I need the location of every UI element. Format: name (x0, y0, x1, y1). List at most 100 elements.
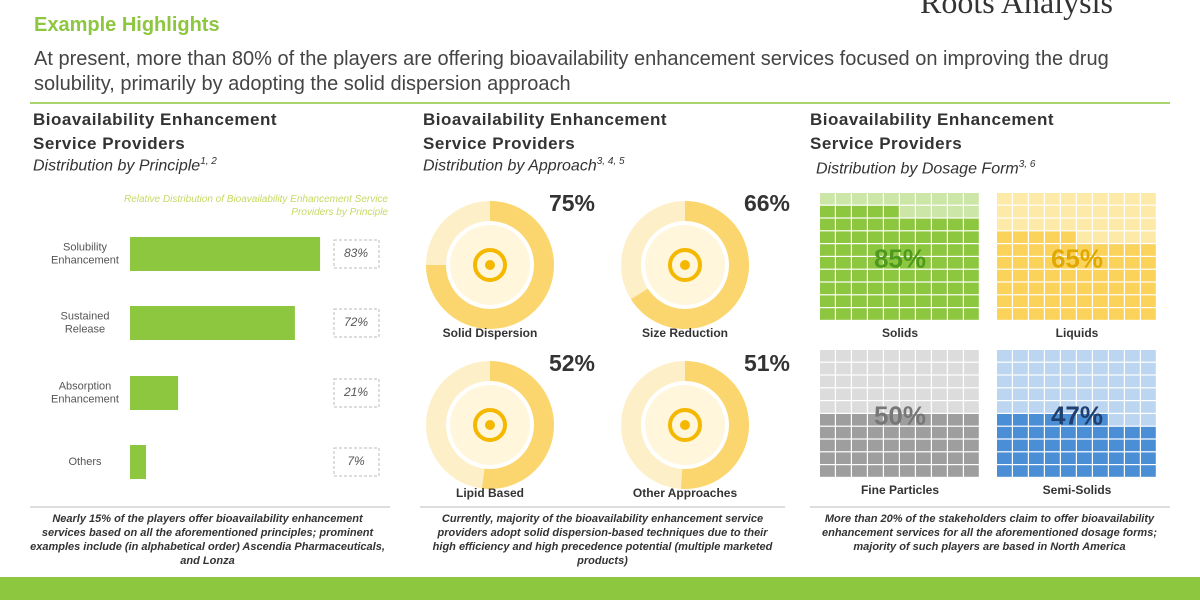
waffle-cell (1125, 401, 1140, 413)
waffle-cell (836, 257, 851, 269)
waffle-cell (1061, 257, 1076, 269)
subtitle: At present, more than 80% of the players… (34, 48, 1109, 95)
waffle-cell (964, 193, 979, 205)
waffle-cell (1125, 426, 1140, 439)
value-label: 75% (549, 190, 595, 216)
waffle-cell (1077, 282, 1092, 295)
waffle-cell (964, 375, 979, 388)
waffle-cell (852, 362, 867, 375)
value-box (333, 447, 380, 477)
waffle-cell (868, 231, 883, 243)
waffle-cell (900, 282, 915, 295)
waffle-cell (1045, 388, 1060, 400)
waffle-cell (932, 205, 947, 218)
waffle-cell (997, 269, 1012, 282)
waffle-cell (820, 269, 835, 282)
waffle-cell (820, 414, 835, 426)
waffle-cell (820, 452, 835, 464)
note: Nearly 15% of the players offer bioavail… (30, 513, 385, 567)
waffle-cell (868, 350, 883, 362)
waffle-cell (884, 193, 899, 205)
waffle-cell (1093, 193, 1108, 205)
category-label: Solids (882, 326, 918, 340)
bar (130, 237, 321, 271)
waffle-cell (948, 375, 963, 388)
logo: Roots Analysis (920, 0, 1113, 20)
subtitle-text: Distribution by Dosage Form (816, 160, 1019, 178)
waffle-cell (836, 193, 851, 205)
waffle-cell (1109, 401, 1124, 413)
waffle-cell (868, 295, 883, 307)
waffle-cell (964, 414, 979, 426)
waffle-cell (1077, 414, 1092, 426)
waffle-cell (948, 414, 963, 426)
waffle-cell (1077, 193, 1092, 205)
waffle-cell (1077, 269, 1092, 282)
category-label: Size Reduction (642, 326, 728, 340)
waffle-cell (964, 401, 979, 413)
waffle-cell (997, 295, 1012, 307)
waffle-cell (916, 439, 931, 452)
waffle-cell (932, 439, 947, 452)
waffle-cell (868, 362, 883, 375)
waffle-cell (852, 218, 867, 231)
waffle-cell (948, 452, 963, 464)
waffle-cell (1061, 362, 1076, 375)
category-label: Solubility Enhancement (51, 241, 119, 266)
waffle-cell (997, 205, 1012, 218)
waffle-cell (820, 308, 835, 320)
waffle-cell (900, 244, 915, 256)
waffle-cell (1109, 269, 1124, 282)
waffle-cell (836, 282, 851, 295)
waffle (997, 350, 1156, 477)
waffle-cell (997, 388, 1012, 400)
waffle-cell (932, 269, 947, 282)
waffle-cell (836, 308, 851, 320)
waffle-cell (1109, 375, 1124, 388)
note: More than 20% of the stakeholders claim … (822, 513, 1157, 553)
waffle-cell (1125, 193, 1140, 205)
waffle-cell (1061, 269, 1076, 282)
waffle-cell (1029, 269, 1044, 282)
waffle-cell (836, 269, 851, 282)
waffle-cell (964, 244, 979, 256)
waffle-cell (916, 308, 931, 320)
waffle-cell (1045, 218, 1060, 231)
waffle-cell (1077, 231, 1092, 243)
value-label: 52% (549, 350, 595, 376)
waffle-cell (900, 388, 915, 400)
waffle-cell (1109, 350, 1124, 362)
waffle-cell (820, 231, 835, 243)
waffle-cell (1125, 282, 1140, 295)
value-label: 51% (744, 350, 790, 376)
waffle-cell (916, 401, 931, 413)
waffle-cell (1077, 375, 1092, 388)
waffle-cell (884, 231, 899, 243)
waffle-cell (1061, 439, 1076, 452)
waffle-cell (1013, 205, 1028, 218)
waffle-cell (836, 231, 851, 243)
waffle-cell (932, 231, 947, 243)
category-label: Liquids (1056, 326, 1099, 340)
waffle-cell (900, 452, 915, 464)
icon (668, 408, 702, 442)
waffle-cell (852, 193, 867, 205)
waffle-cell (1141, 193, 1156, 205)
waffle-cell (1013, 414, 1028, 426)
waffle-cell (884, 439, 899, 452)
waffle-cell (1141, 375, 1156, 388)
waffle-cell (916, 257, 931, 269)
panel-subtitle: Distribution by Dosage Form3, 6 (816, 159, 1035, 178)
waffle-cell (1093, 350, 1108, 362)
waffle-cell (1045, 401, 1060, 413)
waffle-cell (900, 414, 915, 426)
waffle-cell (820, 350, 835, 362)
waffle-cell (1109, 439, 1124, 452)
waffle-cell (900, 465, 915, 477)
waffle-cell (852, 295, 867, 307)
waffle-cell (820, 439, 835, 452)
waffle-cell (868, 439, 883, 452)
waffle-cell (964, 350, 979, 362)
waffle-cell (948, 350, 963, 362)
